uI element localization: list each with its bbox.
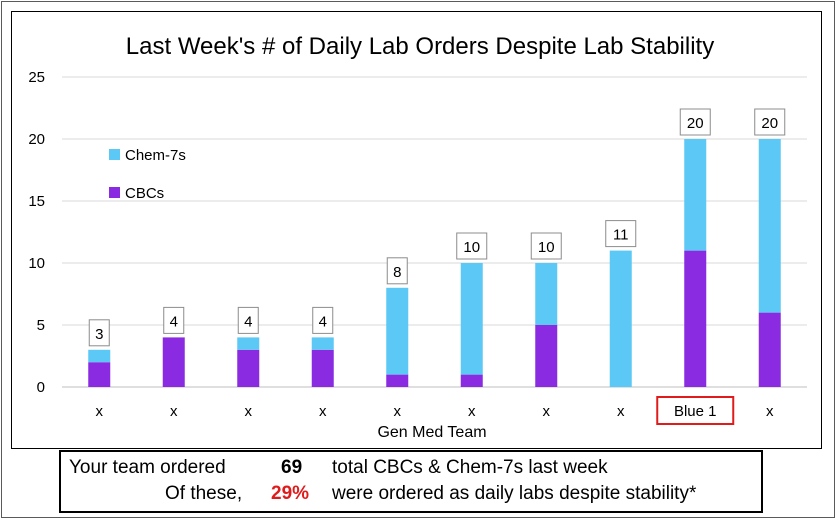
- bar-segment-chem-7s: [609, 250, 632, 387]
- data-label-box: [679, 108, 711, 136]
- summary-total-count: 69: [281, 457, 303, 478]
- highlight-box: [656, 396, 735, 425]
- data-label: 4: [319, 313, 327, 330]
- data-label: 20: [761, 115, 778, 132]
- bar-segment-chem-7s: [758, 139, 781, 313]
- bar-segment-chem-7s: [684, 139, 707, 251]
- x-tick-label: Blue 1: [674, 403, 717, 420]
- y-tick-label: 15: [28, 193, 45, 210]
- x-tick-label: x: [394, 403, 402, 420]
- data-label-box: [754, 108, 786, 136]
- data-label-box: [237, 306, 259, 334]
- x-tick-label: x: [543, 403, 551, 420]
- data-label: 10: [463, 239, 480, 256]
- data-label-box: [530, 232, 562, 260]
- bar-segment-cbcs: [88, 362, 111, 387]
- summary-line2-prefix: Of these,: [165, 483, 243, 504]
- bar-segment-cbcs: [237, 349, 260, 387]
- y-tick-label: 0: [37, 379, 45, 396]
- data-label-box: [386, 257, 408, 285]
- x-tick-label: x: [319, 403, 327, 420]
- y-tick-label: 20: [28, 131, 45, 148]
- summary-line2-suffix: were ordered as daily labs despite stabi…: [332, 483, 697, 504]
- legend-swatch-chem-7s: [109, 149, 120, 160]
- x-axis-title: Gen Med Team: [377, 424, 486, 441]
- bar-segment-chem-7s: [311, 337, 334, 350]
- bar-segment-cbcs: [535, 325, 558, 387]
- y-tick-label: 10: [28, 255, 45, 272]
- data-label: 4: [170, 313, 178, 330]
- data-label-box: [163, 306, 185, 334]
- bar-segment-chem-7s: [237, 337, 260, 350]
- x-tick-label: x: [468, 403, 476, 420]
- stacked-bar-chart: Last Week's # of Daily Lab Orders Despit…: [28, 33, 807, 441]
- data-label-box: [605, 220, 637, 248]
- bar-segment-chem-7s: [386, 287, 409, 375]
- bar-segment-chem-7s: [535, 263, 558, 325]
- data-label-box: [456, 232, 488, 260]
- data-label: 11: [613, 227, 629, 244]
- data-label: 8: [393, 264, 401, 281]
- y-tick-label: 5: [37, 317, 45, 334]
- bar-segment-cbcs: [460, 374, 483, 387]
- summary-line1-suffix: total CBCs & Chem-7s last week: [332, 457, 608, 478]
- x-tick-label: x: [617, 403, 625, 420]
- summary-box: Your team ordered 69 total CBCs & Chem-7…: [59, 450, 763, 513]
- bar-segment-cbcs: [684, 250, 707, 387]
- x-tick-label: x: [245, 403, 253, 420]
- legend-label-cbcs: CBCs: [125, 185, 164, 202]
- x-tick-label: x: [96, 403, 104, 420]
- y-tick-label: 25: [28, 69, 45, 86]
- summary-percent: 29%: [271, 483, 310, 504]
- bar-segment-chem-7s: [460, 263, 483, 375]
- data-label: 20: [687, 115, 704, 132]
- data-label-box: [312, 306, 334, 334]
- bar-segment-cbcs: [386, 374, 409, 387]
- data-label-box: [88, 319, 110, 347]
- legend-swatch-cbcs: [109, 187, 120, 198]
- chart-title: Last Week's # of Daily Lab Orders Despit…: [126, 33, 714, 60]
- x-tick-label: x: [766, 403, 774, 420]
- bar-segment-chem-7s: [88, 349, 111, 363]
- legend-label-chem-7s: Chem-7s: [125, 147, 186, 164]
- data-label: 4: [244, 313, 252, 330]
- data-label: 10: [538, 239, 555, 256]
- data-label: 3: [95, 326, 103, 343]
- summary-line1-prefix: Your team ordered: [69, 457, 226, 478]
- bar-segment-cbcs: [162, 337, 185, 387]
- bar-segment-cbcs: [758, 312, 781, 387]
- x-tick-label: x: [170, 403, 178, 420]
- chart-panel: Last Week's # of Daily Lab Orders Despit…: [11, 11, 822, 449]
- bar-segment-cbcs: [311, 349, 334, 387]
